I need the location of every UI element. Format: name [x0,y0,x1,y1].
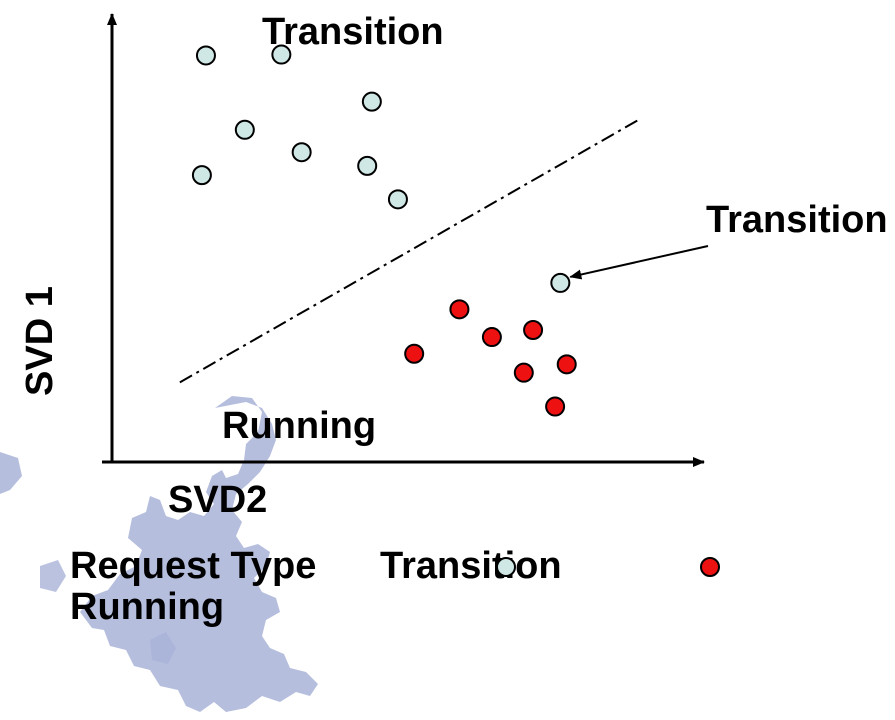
annotation-right: Transition [706,199,888,241]
point-running-3 [404,343,425,364]
legend-marker-transition [496,557,516,577]
point-running-4 [556,354,577,375]
point-transition-8 [550,272,571,293]
point-running-0 [449,299,470,320]
point-transition-5 [357,155,378,176]
decision-boundary-line [179,119,639,384]
legend-label-running: Running [70,586,224,628]
point-transition-2 [361,91,382,112]
europe-map-icon [0,396,318,712]
y-axis-label: SVD 1 [19,286,61,396]
legend: Request Type Transition Running [70,545,720,628]
point-transition-3 [234,119,255,140]
legend-title: Request Type [70,545,316,587]
point-running-2 [523,320,544,340]
annotation-top: Transition [262,11,444,53]
point-running-6 [545,396,566,417]
point-running-1 [481,327,502,348]
point-transition-6 [191,165,212,186]
legend-marker-running [700,557,720,577]
x-axis-label: SVD2 [168,479,267,521]
annotation-bottom: Running [222,405,376,447]
legend-label-transition: Transition [380,545,562,587]
annotation-arrow [569,245,709,280]
point-transition-4 [291,142,312,163]
data-points [191,44,577,417]
point-transition-1 [271,44,292,65]
point-running-5 [513,362,534,383]
point-transition-7 [387,189,408,210]
point-transition-0 [195,45,216,66]
